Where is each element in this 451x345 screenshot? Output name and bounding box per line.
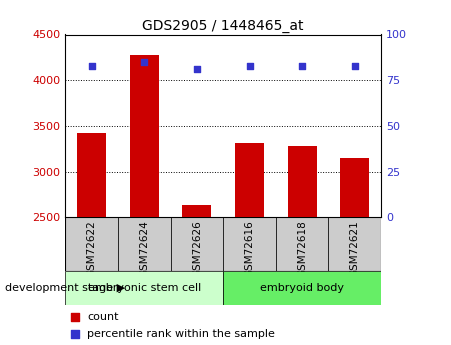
Text: embryonic stem cell: embryonic stem cell [87, 283, 201, 293]
Text: percentile rank within the sample: percentile rank within the sample [87, 329, 276, 339]
Text: GSM72624: GSM72624 [139, 220, 149, 277]
Text: GSM72626: GSM72626 [192, 220, 202, 277]
Point [71, 314, 78, 319]
Point [246, 63, 253, 68]
Title: GDS2905 / 1448465_at: GDS2905 / 1448465_at [143, 19, 304, 33]
Text: GSM72618: GSM72618 [297, 220, 307, 277]
Point [299, 63, 306, 68]
Bar [328, 217, 381, 271]
Point [193, 67, 201, 72]
Bar [170, 217, 223, 271]
Text: GSM72622: GSM72622 [87, 220, 97, 277]
Bar [65, 271, 223, 305]
Bar [288, 146, 317, 217]
Bar [341, 158, 369, 217]
Point [88, 63, 95, 68]
Bar [235, 143, 264, 217]
Text: GSM72621: GSM72621 [350, 220, 360, 277]
Bar [223, 271, 381, 305]
Bar [223, 217, 276, 271]
Bar [276, 217, 328, 271]
Text: GSM72616: GSM72616 [244, 220, 254, 277]
Bar [130, 55, 159, 217]
Text: count: count [87, 312, 119, 322]
Bar [183, 205, 212, 217]
Text: development stage ▶: development stage ▶ [5, 283, 124, 293]
Point [141, 59, 148, 65]
Point [351, 63, 359, 68]
Bar [77, 133, 106, 217]
Bar [118, 217, 170, 271]
Point [71, 331, 78, 337]
Bar [65, 217, 118, 271]
Text: embryoid body: embryoid body [260, 283, 344, 293]
